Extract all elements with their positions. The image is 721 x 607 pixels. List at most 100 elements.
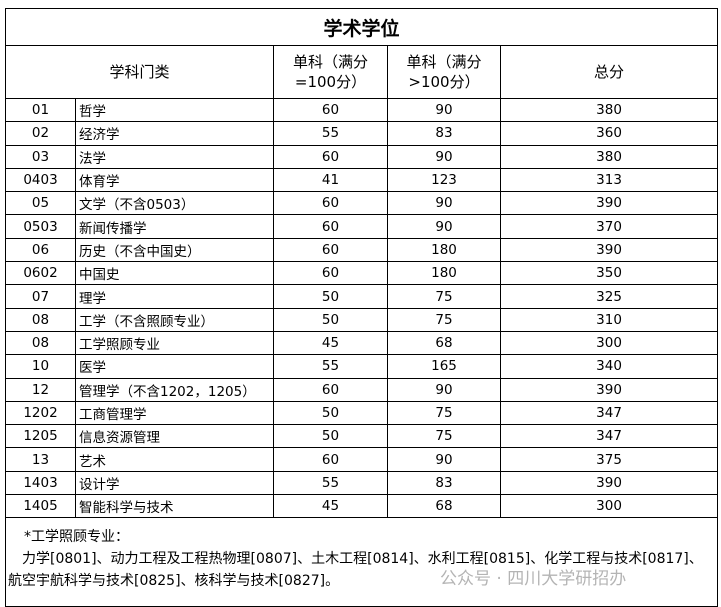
footnote-heading: *工学照顾专业： [24,529,129,546]
total-score: 380 [499,97,719,123]
subject-name: 文学（不含0503） [75,191,274,216]
header-category: 学科门类 [5,45,274,99]
table-row: 08 工学（不含照顾专业） 50 75 310 [5,307,719,332]
table-title: 学术学位 [4,8,719,46]
total-score: 360 [499,121,719,146]
single-over-100-score: 75 [387,307,501,332]
subject-name: 医学 [75,354,274,379]
single-100-score: 55 [273,354,388,379]
total-score: 300 [499,330,719,356]
footnote-body: 力学[0801]、动力工程及工程热物理[0807]、土木工程[0814]、水利工… [8,551,703,590]
total-score: 390 [499,377,719,402]
single-100-score: 60 [273,377,388,402]
subject-code: 07 [5,284,76,309]
single-100-score: 60 [273,447,388,472]
subject-name: 设计学 [75,470,274,496]
subject-name: 新闻传播学 [75,214,274,239]
subject-code: 08 [5,330,76,356]
table-row: 03 法学 60 90 380 [5,144,719,169]
total-score: 347 [499,400,719,426]
single-over-100-score: 90 [387,144,501,169]
subject-name: 工学（不含照顾专业） [75,307,274,332]
table-row: 10 医学 55 165 340 [5,354,719,379]
subject-name: 智能科学与技术 [75,494,274,519]
single-over-100-score: 123 [387,167,501,193]
total-score: 375 [499,447,719,472]
single-100-score: 50 [273,284,388,309]
total-score: 347 [499,424,719,449]
subject-name: 艺术 [75,447,274,472]
subject-code: 06 [5,237,76,263]
table-row: 06 历史（不含中国史） 60 180 390 [5,237,719,263]
table-row: 05 文学（不含0503） 60 90 390 [5,191,719,216]
single-100-score: 60 [273,237,388,263]
subject-code: 0403 [5,167,76,193]
single-100-score: 60 [273,97,388,123]
single-over-100-score: 68 [387,494,501,519]
single-over-100-score: 90 [387,377,501,402]
header-single-100: 单科（满分 =100分） [273,45,388,99]
single-over-100-score: 180 [387,237,501,263]
subject-name: 法学 [75,144,274,169]
table-row: 1403 设计学 55 83 390 [5,470,719,496]
single-100-score: 60 [273,191,388,216]
single-100-score: 41 [273,167,388,193]
table-row: 08 工学照顾专业 45 68 300 [5,330,719,356]
watermark: 公众号 · 四川大学研招办 [440,569,627,589]
subject-code: 12 [5,377,76,402]
subject-code: 05 [5,191,76,216]
single-100-score: 50 [273,307,388,332]
single-over-100-score: 83 [387,470,501,496]
single-over-100-score: 75 [387,284,501,309]
single-100-score: 60 [273,261,388,286]
header-row: 学科门类 单科（满分 =100分） 单科（满分 >100分） 总分 [5,45,719,99]
subject-name: 信息资源管理 [75,424,274,449]
total-score: 390 [499,237,719,263]
single-over-100-score: 75 [387,400,501,426]
table-row: 1205 信息资源管理 50 75 347 [5,424,719,449]
subject-name: 历史（不含中国史） [75,237,274,263]
single-over-100-score: 90 [387,447,501,472]
header-total: 总分 [499,45,719,99]
subject-name: 哲学 [75,97,274,123]
table-row: 02 经济学 55 83 360 [5,121,719,146]
table-row: 12 管理学（不含1202，1205） 60 90 390 [5,377,719,402]
total-score: 313 [499,167,719,193]
table-row: 0602 中国史 60 180 350 [5,261,719,286]
header-single-over-100: 单科（满分 >100分） [387,45,501,99]
table-row: 0503 新闻传播学 60 90 370 [5,214,719,239]
subject-name: 管理学（不含1202，1205） [75,377,274,402]
table-row: 1405 智能科学与技术 45 68 300 [5,494,719,519]
single-100-score: 60 [273,214,388,239]
total-score: 340 [499,354,719,379]
single-over-100-score: 180 [387,261,501,286]
single-100-score: 55 [273,121,388,146]
subject-code: 03 [5,144,76,169]
total-score: 350 [499,261,719,286]
subject-name: 工学照顾专业 [75,330,274,356]
single-over-100-score: 68 [387,330,501,356]
total-score: 380 [499,144,719,169]
total-score: 310 [499,307,719,332]
single-100-score: 55 [273,470,388,496]
subject-code: 1205 [5,424,76,449]
subject-code: 13 [5,447,76,472]
subject-code: 0503 [5,214,76,239]
subject-code: 01 [5,97,76,123]
single-over-100-score: 165 [387,354,501,379]
subject-name: 经济学 [75,121,274,146]
single-100-score: 50 [273,424,388,449]
total-score: 390 [499,470,719,496]
subject-code: 08 [5,307,76,332]
subject-code: 1202 [5,400,76,426]
table-row: 1202 工商管理学 50 75 347 [5,400,719,426]
table-row: 01 哲学 60 90 380 [5,97,719,123]
subject-code: 10 [5,354,76,379]
single-over-100-score: 90 [387,191,501,216]
score-table: 学术学位 学科门类 单科（满分 =100分） 单科（满分 >100分） 总分 01 哲… [4,8,719,607]
subject-code: 1403 [5,470,76,496]
total-score: 300 [499,494,719,519]
subject-name: 中国史 [75,261,274,286]
single-over-100-score: 90 [387,214,501,239]
subject-name: 工商管理学 [75,400,274,426]
